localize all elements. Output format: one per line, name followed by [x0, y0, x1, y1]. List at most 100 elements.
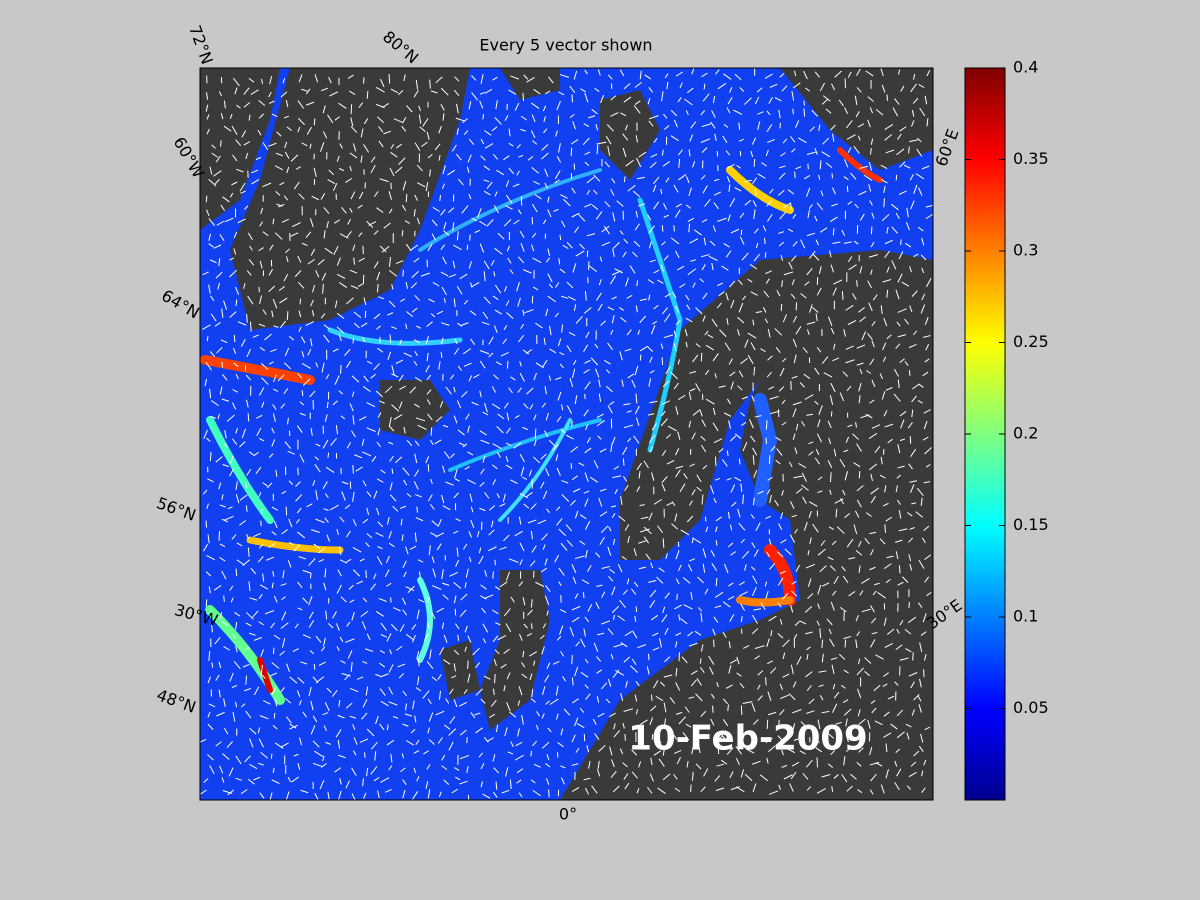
vector — [809, 126, 815, 132]
vector — [510, 596, 515, 603]
vector — [714, 605, 722, 609]
vector — [491, 386, 497, 393]
vector — [650, 614, 659, 621]
vector — [326, 401, 329, 409]
vector — [297, 763, 301, 771]
vector — [361, 438, 365, 446]
vector — [364, 752, 366, 758]
vector — [338, 699, 341, 707]
vector — [698, 744, 701, 754]
vector — [799, 750, 806, 755]
vector — [819, 694, 824, 701]
vector — [728, 420, 732, 429]
vector — [373, 191, 379, 198]
vector — [671, 523, 679, 530]
vector — [751, 760, 761, 765]
vector — [885, 743, 888, 753]
vector — [857, 688, 862, 699]
vector — [864, 671, 871, 677]
vector — [229, 311, 237, 318]
vector — [871, 340, 875, 348]
vector — [315, 443, 321, 447]
vector — [925, 213, 933, 220]
vector — [391, 373, 399, 378]
vector — [562, 198, 571, 207]
vector — [762, 307, 767, 313]
vector — [720, 733, 727, 741]
vector — [769, 410, 780, 415]
vector — [685, 341, 688, 348]
vector — [714, 133, 717, 141]
vector — [854, 203, 859, 209]
vector — [547, 295, 557, 303]
vector — [323, 582, 327, 591]
vector — [791, 514, 797, 518]
vector — [427, 789, 431, 799]
vector — [231, 125, 238, 136]
vector — [399, 385, 406, 391]
vector — [869, 566, 876, 571]
vector — [474, 712, 481, 716]
vector — [868, 302, 873, 312]
vector — [532, 789, 541, 797]
vector — [884, 134, 893, 141]
vector — [882, 342, 887, 351]
vector — [814, 457, 821, 465]
vector — [519, 559, 523, 566]
vector — [858, 540, 862, 548]
vector — [899, 438, 905, 442]
vector — [413, 90, 419, 98]
vector — [488, 529, 495, 536]
vector — [806, 329, 810, 335]
vector — [707, 334, 714, 339]
vector — [499, 546, 507, 551]
vector — [258, 762, 265, 766]
vector — [690, 592, 693, 600]
vector — [448, 207, 455, 213]
vector — [861, 608, 871, 613]
vector — [450, 453, 455, 458]
vector — [580, 88, 587, 93]
vector — [560, 404, 564, 411]
vector — [649, 356, 653, 363]
vector — [713, 438, 723, 444]
vector — [661, 241, 666, 246]
vector — [268, 92, 272, 98]
vector — [729, 613, 735, 622]
vector — [520, 466, 525, 477]
vector — [567, 296, 576, 301]
vector — [753, 253, 761, 262]
vector — [623, 238, 629, 244]
vector — [261, 401, 265, 408]
vector — [428, 739, 435, 745]
vector — [587, 604, 593, 612]
vector — [663, 674, 673, 678]
vector — [559, 609, 567, 613]
vector — [493, 154, 499, 160]
vector — [242, 559, 251, 567]
vector — [566, 434, 574, 440]
vector — [386, 633, 392, 642]
vector — [694, 630, 702, 636]
vector — [599, 488, 607, 492]
vector — [800, 239, 806, 249]
vector — [325, 374, 330, 380]
vector — [353, 737, 358, 745]
vector — [419, 126, 426, 132]
vector — [216, 220, 224, 226]
vector — [856, 667, 865, 676]
vector — [635, 210, 639, 218]
vector — [387, 351, 392, 361]
vector — [899, 161, 906, 168]
vector — [904, 318, 910, 325]
vector — [414, 715, 417, 723]
colorbar-tick-label: 0.3 — [1013, 241, 1038, 260]
vector — [883, 318, 888, 327]
vector — [291, 222, 301, 228]
vector — [346, 297, 354, 305]
vector — [868, 463, 878, 471]
vector — [865, 512, 872, 517]
vector — [480, 74, 484, 84]
vector — [607, 306, 615, 311]
vector — [548, 375, 552, 381]
